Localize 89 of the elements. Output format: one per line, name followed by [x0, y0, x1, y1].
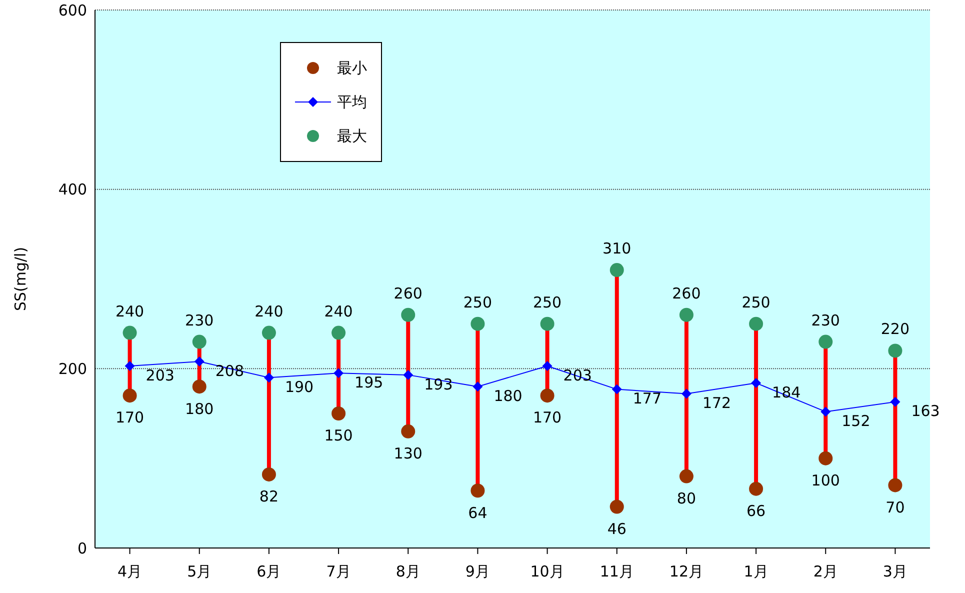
data-label: 250 — [742, 293, 770, 312]
point — [540, 388, 554, 403]
data-label: 260 — [672, 284, 701, 302]
data-label: 170 — [115, 408, 144, 427]
x-tick-label: 9月 — [465, 562, 490, 581]
point — [262, 467, 276, 482]
point — [542, 360, 552, 371]
x-tick-label: 4月 — [118, 562, 142, 581]
data-label: 240 — [254, 302, 284, 320]
point — [540, 316, 554, 331]
point — [610, 500, 624, 514]
data-label: 203 — [146, 366, 174, 384]
point — [888, 344, 902, 358]
point — [401, 424, 416, 438]
data-label: 172 — [702, 394, 732, 412]
x-tick-label: 12月 — [669, 562, 704, 581]
data-label: 180 — [494, 386, 522, 405]
point — [122, 326, 137, 340]
y-tick-label: 200 — [58, 360, 87, 378]
data-label: 150 — [324, 426, 353, 445]
data-label: 230 — [185, 311, 214, 330]
x-tick-label: 1月 — [744, 562, 768, 581]
x-tick-label: 7月 — [326, 562, 351, 581]
point — [262, 326, 276, 340]
data-label: 190 — [284, 378, 314, 396]
legend-label: 最小 — [337, 58, 367, 78]
x-tick-label: 8月 — [396, 562, 420, 581]
data-label: 195 — [354, 373, 384, 392]
data-label: 220 — [880, 320, 910, 338]
y-tick-label: 0 — [77, 539, 87, 558]
data-label: 152 — [842, 412, 870, 430]
data-label: 163 — [911, 402, 940, 420]
data-label: 250 — [532, 293, 562, 312]
point — [890, 396, 900, 407]
point — [192, 334, 206, 349]
point — [679, 469, 694, 484]
data-label: 260 — [394, 284, 422, 302]
data-label: 240 — [115, 302, 144, 320]
y-axis-title: SS(mg/l) — [11, 246, 30, 312]
point — [264, 372, 274, 383]
x-tick-label: 2月 — [813, 562, 838, 581]
legend-label: 最大 — [337, 126, 367, 146]
point — [610, 263, 624, 278]
point — [472, 382, 483, 392]
point — [192, 380, 206, 394]
data-label: 100 — [811, 471, 840, 490]
point — [403, 370, 414, 380]
point — [334, 368, 344, 378]
data-label: 130 — [394, 444, 422, 463]
point — [749, 482, 764, 496]
point — [820, 406, 831, 417]
x-tick-label: 6月 — [256, 562, 282, 581]
data-label: 250 — [463, 293, 492, 312]
point — [332, 326, 346, 340]
data-label: 310 — [602, 240, 632, 258]
point — [818, 334, 833, 349]
data-label: 177 — [632, 390, 662, 408]
data-label: 80 — [676, 489, 696, 508]
data-label: 240 — [324, 302, 353, 320]
point — [679, 308, 694, 322]
y-tick-label: 600 — [58, 1, 87, 20]
y-tick-label: 400 — [58, 180, 87, 199]
data-label: 230 — [811, 311, 840, 330]
legend-label: 平均 — [337, 92, 367, 112]
point — [124, 360, 135, 371]
data-label: 46 — [607, 520, 626, 538]
point — [751, 378, 762, 388]
point — [470, 484, 485, 498]
point — [681, 388, 692, 399]
data-label: 70 — [886, 498, 905, 516]
point — [401, 308, 416, 322]
data-label: 66 — [746, 502, 766, 520]
point — [888, 478, 902, 492]
point — [749, 316, 764, 331]
data-label: 64 — [468, 504, 488, 522]
data-label: 193 — [424, 375, 453, 394]
x-tick-label: 10月 — [530, 562, 564, 581]
data-label: 82 — [259, 488, 279, 506]
data-label: 180 — [185, 400, 214, 418]
point — [818, 451, 833, 466]
data-label: 170 — [532, 408, 562, 427]
point — [332, 406, 346, 420]
point — [612, 384, 622, 394]
x-tick-label: 3月 — [882, 562, 908, 581]
x-tick-label: 5月 — [187, 562, 212, 581]
point — [122, 388, 137, 403]
point — [194, 356, 204, 366]
x-tick-label: 11月 — [600, 562, 634, 581]
point — [470, 316, 485, 331]
